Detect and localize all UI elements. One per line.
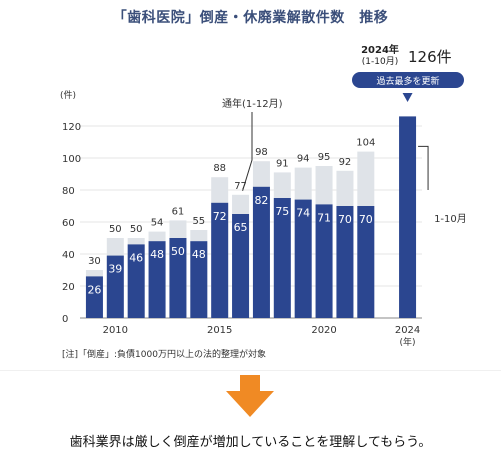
chart-note: [注]「倒産」:負債1000万円以上の法的整理が対象: [62, 350, 266, 360]
bar-jan-oct: [357, 206, 375, 318]
y-tick-label: 100: [62, 154, 81, 165]
bar-full-year-label: 88: [213, 163, 226, 174]
y-tick-label: 0: [62, 314, 68, 325]
y-tick-label: 60: [62, 218, 75, 229]
bar-full-year-label: 61: [172, 206, 185, 217]
bar-jan-oct: [127, 244, 145, 318]
bar-full-year-label: 50: [109, 224, 122, 235]
bar-full-year-label: 95: [318, 152, 331, 163]
x-tick-label: 2010: [103, 325, 128, 336]
bar-jan-oct: [148, 241, 166, 318]
bar-jan-oct: [106, 255, 124, 318]
bar-jan-oct-label: 65: [234, 221, 248, 234]
bar-full-year-label: 92: [339, 157, 352, 168]
bar-jan-oct: [211, 202, 229, 318]
bar-jan-oct-label: 48: [192, 248, 206, 261]
bar-jan-oct-label: 39: [108, 263, 122, 276]
bar-jan-oct-label: 50: [171, 245, 185, 258]
bar-jan-oct: [315, 204, 333, 318]
x-tick-label: 2015: [207, 325, 232, 336]
legend-full-year-leader: [242, 112, 253, 191]
bar-full-year-label: 50: [130, 224, 143, 235]
bar-jan-oct: [190, 241, 208, 318]
legend-jan-oct-leader: [418, 145, 429, 190]
bar-full-year-label: 104: [356, 138, 375, 149]
bar-jan-oct-label: 46: [129, 251, 143, 264]
bar-full-year-label: 30: [88, 256, 101, 267]
highlight-year: 2024年: [361, 43, 399, 56]
y-axis-label: (件): [60, 89, 76, 101]
record-badge: [352, 72, 464, 88]
down-arrow-icon: [226, 375, 274, 417]
y-tick-label: 80: [62, 186, 75, 197]
x-tick-label: 2024: [395, 325, 420, 336]
bar-full-year-label: 94: [297, 154, 310, 165]
bar-jan-oct: [232, 214, 250, 318]
bar-jan-oct: [399, 116, 417, 319]
x-axis-label: (年): [400, 336, 416, 348]
bar-jan-oct: [252, 186, 270, 318]
bar-jan-oct-label: 26: [87, 283, 101, 296]
legend-jan-oct: 1-10月: [434, 213, 467, 225]
bar-jan-oct-label: 71: [317, 211, 331, 224]
y-tick-label: 40: [62, 250, 75, 261]
badge-pointer-icon: [402, 93, 413, 102]
bar-jan-oct-label: 75: [275, 205, 289, 218]
bar-full-year-label: 54: [151, 218, 164, 229]
bar-full-year-label: 77: [234, 181, 247, 192]
chart-title: 「歯科医院」倒産・休廃業解散件数 推移: [112, 10, 389, 26]
bar-jan-oct: [336, 206, 354, 318]
bar-jan-oct: [85, 276, 103, 318]
bar-jan-oct-label: 72: [213, 210, 227, 223]
bar-jan-oct-label: 70: [338, 213, 352, 226]
y-tick-label: 20: [62, 282, 75, 293]
chart-panel: 「歯科医院」倒産・休廃業解散件数 推移 0 20 40 60 80 100 120 (件) 30…: [0, 10, 501, 371]
x-tick-label: 2020: [311, 325, 336, 336]
legend-full-year: 通年(1-12月): [222, 97, 283, 110]
caption-text: 歯科業界は厳しく倒産が増加していることを理解してもらう。: [69, 435, 432, 450]
bar-jan-oct-label: 70: [359, 213, 373, 226]
bar-jan-oct: [273, 198, 291, 318]
bar-jan-oct-label: 74: [296, 207, 310, 220]
bar-chart: 0 20 40 60 80 100 120 (件) 30 50 50 54 61 55 88 77 98 91 94…: [60, 43, 467, 348]
bar-jan-oct-label: 82: [254, 194, 268, 207]
bar-full-year-label: 98: [255, 147, 268, 158]
bar-full-year-label: 91: [276, 158, 289, 169]
bar-jan-oct: [169, 238, 187, 318]
bar-full-year-label: 55: [192, 216, 205, 227]
record-badge-label: 過去最多を更新: [376, 75, 439, 87]
highlight-period: (1-10月): [362, 56, 398, 67]
y-tick-label: 120: [62, 122, 81, 133]
bar-jan-oct-label: 48: [150, 248, 164, 261]
highlight-value: 126件: [408, 48, 452, 66]
bar-jan-oct: [294, 199, 312, 318]
